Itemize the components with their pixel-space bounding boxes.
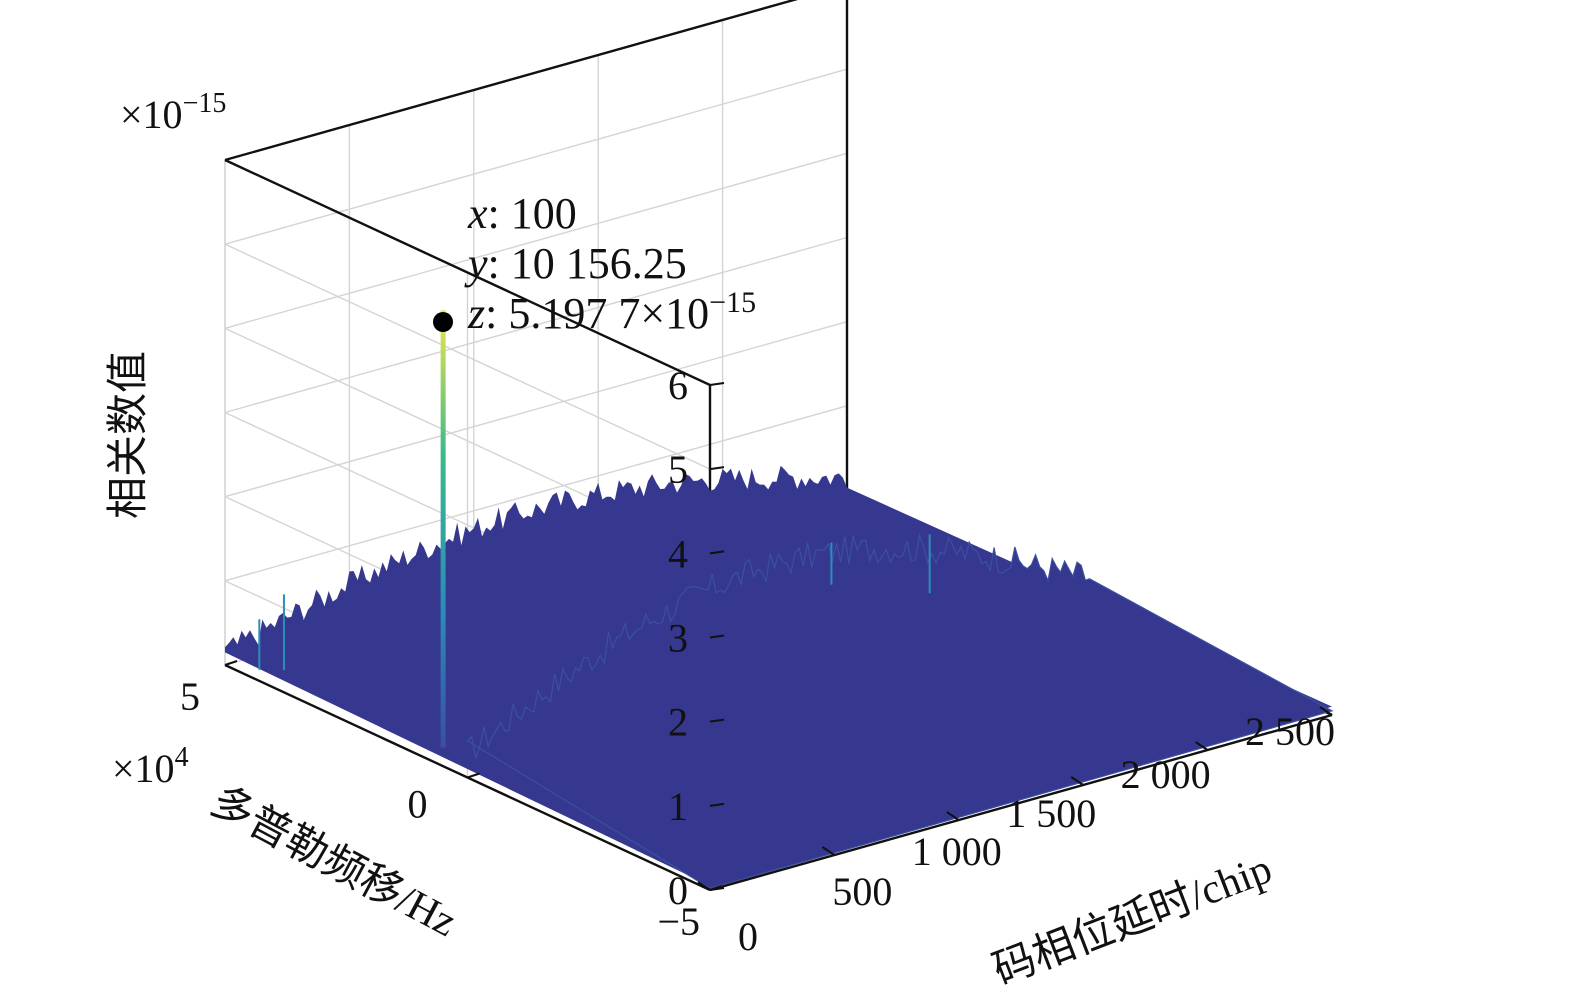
z-tick-mark: [709, 466, 725, 471]
z-tick-label: 5: [668, 447, 688, 492]
x-tick-mark: [697, 881, 711, 891]
x-tick-label: 1 500: [1006, 791, 1096, 836]
data-tip: x: 100 y: 10 156.25 z: 5.197 7×10−15: [433, 189, 756, 338]
grid-line-z-back: [224, 236, 848, 414]
box-edge: [224, 0, 799, 162]
x-axis-label-zh: 码相位延时: [986, 873, 1200, 994]
x-tick-mark: [1070, 776, 1084, 786]
data-tip-y: y: 10 156.25: [464, 239, 687, 288]
z-tick-mark: [709, 802, 725, 807]
x-axis-label: 码相位延时/chip: [986, 843, 1278, 994]
y-tick-mark: [467, 772, 480, 779]
grid-line-z-back: [224, 68, 848, 245]
grid-line-z-back: [224, 320, 848, 498]
z-tick-label: 0: [668, 868, 688, 913]
surface-ridge: [466, 533, 1334, 889]
grid-line-z-back: [224, 405, 848, 582]
z-tick-label: 2: [668, 700, 688, 745]
z-tick-mark: [709, 718, 725, 723]
peak-spike: [440, 310, 446, 748]
z-tick-mark: [709, 382, 725, 386]
y-axis-label-zh: 多普勒频移: [203, 776, 411, 918]
box-edge-front-x: [709, 713, 1333, 892]
y-tick-mark: [709, 885, 723, 891]
grid-line-z-back: [224, 0, 797, 161]
x-tick-mark: [1319, 706, 1333, 716]
y-tick-label: −5: [657, 899, 700, 944]
x-tick-mark: [946, 811, 960, 821]
data-tip-x: x: 100: [467, 189, 577, 238]
y-tick-label: 0: [408, 782, 428, 827]
surface-layer: [225, 310, 1334, 889]
y-tick-label: 5: [180, 674, 200, 719]
x-tick-mark: [821, 846, 835, 856]
peak-marker: [433, 312, 453, 332]
x-tick-label: 2 500: [1245, 709, 1335, 754]
x-tick-label: 2 000: [1121, 752, 1211, 797]
x-tick-label: 500: [832, 869, 892, 914]
box-edge: [224, 158, 711, 387]
z-axis-label: 相关数值: [103, 351, 152, 519]
z-tick-label: 4: [668, 531, 688, 576]
grid-line-z-back: [224, 152, 848, 330]
z-tick-mark: [709, 550, 725, 555]
z-tick-label: 3: [668, 616, 688, 661]
z-tick-label: 1: [668, 784, 688, 829]
z-multiplier-exp: −15: [183, 88, 227, 119]
x-tick-label: 1 000: [912, 829, 1002, 874]
y-multiplier: ×104: [112, 742, 189, 791]
x-axis-label-unit: /chip: [1183, 846, 1278, 919]
x-tick-mark: [1195, 741, 1209, 751]
z-tick-label: 6: [668, 363, 688, 408]
z-multiplier: ×10−15: [120, 88, 226, 137]
y-multiplier-exp: 4: [175, 742, 189, 773]
data-tip-z: z: 5.197 7×10−15: [467, 286, 756, 338]
y-tick-mark: [224, 660, 238, 666]
z-tick-mark: [709, 634, 725, 639]
x-tick-label: 0: [738, 914, 758, 959]
